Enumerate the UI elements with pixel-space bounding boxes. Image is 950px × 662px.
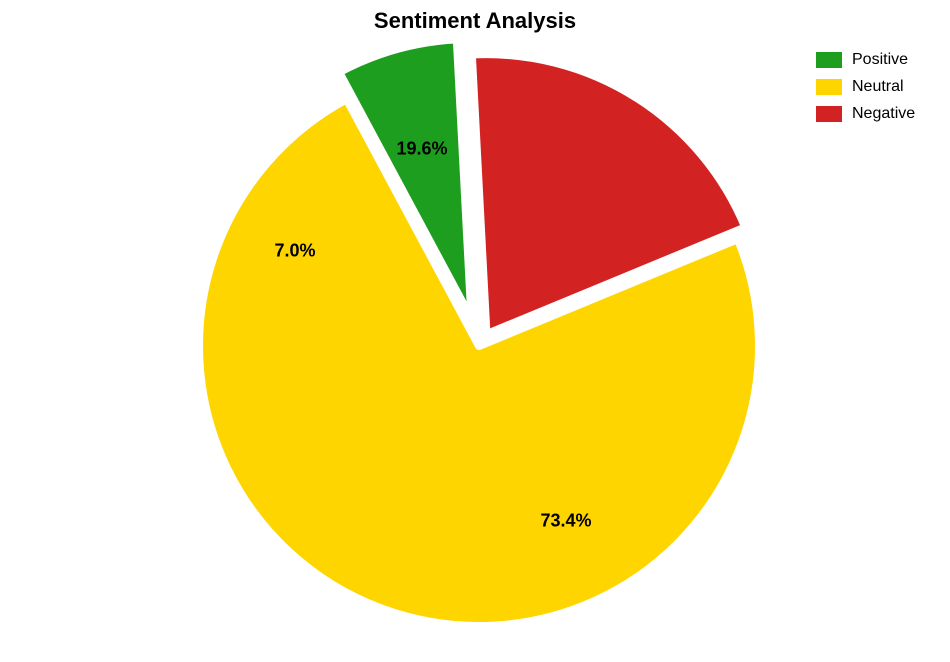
legend-label-negative: Negative — [852, 105, 915, 123]
chart-container: Sentiment Analysis 19.6%73.4%7.0% Positi… — [0, 0, 950, 662]
legend-item-neutral: Neutral — [816, 75, 915, 98]
legend-label-neutral: Neutral — [852, 78, 904, 96]
legend-item-positive: Positive — [816, 48, 915, 71]
slice-label-negative: 19.6% — [396, 139, 447, 160]
legend-swatch-neutral — [816, 79, 842, 95]
slice-label-neutral: 73.4% — [540, 511, 591, 532]
legend-label-positive: Positive — [852, 51, 908, 69]
legend-item-negative: Negative — [816, 102, 915, 125]
legend-swatch-negative — [816, 106, 842, 122]
legend: Positive Neutral Negative — [816, 48, 915, 129]
legend-swatch-positive — [816, 52, 842, 68]
pie-chart — [0, 0, 950, 662]
slice-label-positive: 7.0% — [274, 241, 315, 262]
